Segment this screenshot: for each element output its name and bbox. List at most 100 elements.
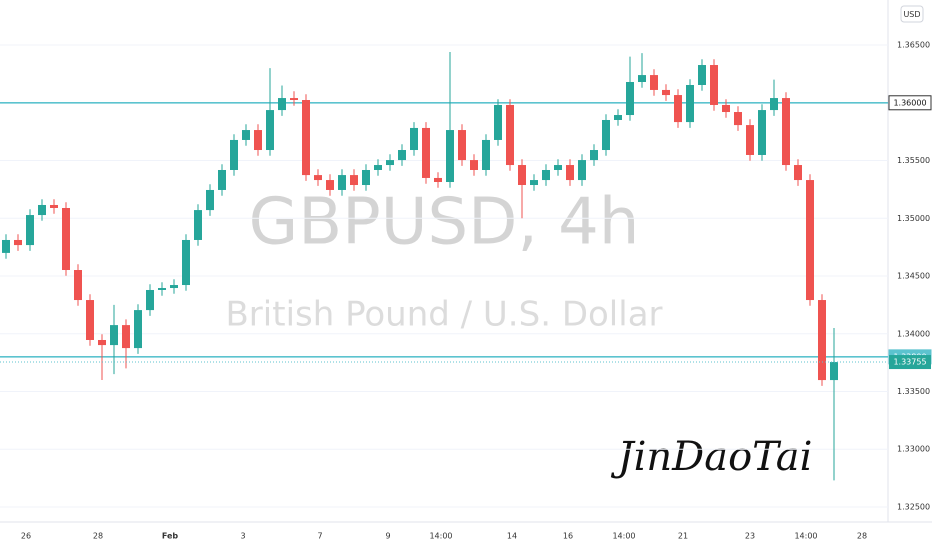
x-tick-label: 14:00 <box>429 532 452 541</box>
candle-body <box>590 150 598 161</box>
candle-body <box>14 239 22 246</box>
x-tick-label: 28 <box>93 532 103 541</box>
candle-body <box>206 189 214 211</box>
y-tick-label: 1.34000 <box>897 329 930 338</box>
candle-body <box>746 125 754 155</box>
candle-body <box>266 110 274 151</box>
candle-body <box>254 130 262 151</box>
candle-body <box>50 204 58 208</box>
candle-body <box>422 127 430 178</box>
candle-body <box>530 180 538 186</box>
candle-body <box>2 239 10 253</box>
candle-body <box>626 81 634 116</box>
candle-body <box>782 98 790 166</box>
candle-body <box>446 130 454 183</box>
candle-body <box>62 207 70 271</box>
candle-body <box>650 75 658 90</box>
candle-body <box>458 130 466 161</box>
candle-body <box>122 325 130 349</box>
candle-body <box>482 139 490 170</box>
x-tick-label: 14 <box>507 532 517 541</box>
candle-body <box>770 98 778 111</box>
candle-body <box>170 285 178 289</box>
candle-body <box>698 65 706 85</box>
candle-body <box>326 180 334 190</box>
candle-body <box>638 75 646 82</box>
candle-body <box>146 289 154 311</box>
x-tick-label: 26 <box>21 532 31 541</box>
y-tick-label: 1.32500 <box>897 502 930 511</box>
candle-body <box>734 112 742 126</box>
candle-body <box>278 98 286 111</box>
candle-body <box>98 339 106 346</box>
x-tick-label: 9 <box>385 532 390 541</box>
candle-body <box>758 110 766 155</box>
level-label: 1.36000 <box>893 98 926 107</box>
axis: 1.32500 1.33000 1.33500 1.34000 1.34500 1.350… <box>21 41 930 541</box>
candle-body <box>470 160 478 170</box>
candle-body <box>218 169 226 190</box>
x-tick-label: 14:00 <box>612 532 635 541</box>
y-tick-label: 1.34500 <box>897 272 930 281</box>
candle-body <box>578 160 586 181</box>
candle-body <box>290 98 298 101</box>
last-price-label: 1.33755 <box>893 358 926 367</box>
candle-body <box>518 165 526 186</box>
currency-box[interactable] <box>900 5 924 23</box>
level-badge <box>888 95 932 111</box>
candle-body <box>494 104 502 140</box>
candle-body <box>26 215 34 246</box>
candle-body <box>134 310 142 349</box>
watermark-subtitle: British Pound / U.S. Dollar <box>225 295 662 335</box>
candle-body <box>554 165 562 170</box>
x-tick-label: 21 <box>678 532 688 541</box>
x-tick-label: 3 <box>240 532 245 541</box>
candle-body <box>542 169 550 181</box>
candle-body <box>86 300 94 340</box>
y-tick-label: 1.33500 <box>897 387 930 396</box>
x-tick-label: 7 <box>317 532 322 541</box>
candle-body <box>74 270 82 301</box>
y-tick-label: 1.36500 <box>897 41 930 50</box>
y-tick-label: 1.33000 <box>897 445 930 454</box>
candle-body <box>374 165 382 170</box>
x-tick-label: 23 <box>745 532 755 541</box>
candle-body <box>710 65 718 105</box>
x-tick-label: 28 <box>857 532 867 541</box>
candle-body <box>194 210 202 240</box>
candle-body <box>506 104 514 166</box>
candle-body <box>674 95 682 123</box>
candle-body <box>386 160 394 166</box>
x-tick-label: 14:00 <box>794 532 817 541</box>
candle-body <box>818 300 826 381</box>
candle-body <box>110 325 118 346</box>
candle-body <box>338 175 346 190</box>
candle-body <box>722 104 730 113</box>
candle-body <box>38 204 46 216</box>
candle-body <box>566 165 574 181</box>
candle-body <box>410 127 418 151</box>
candle-body <box>806 180 814 301</box>
y-tick-label: 1.35500 <box>897 156 930 165</box>
y-tick-label: 1.35000 <box>897 214 930 223</box>
candle-body <box>302 100 310 176</box>
x-tick-label: Feb <box>162 532 179 541</box>
candle-body <box>830 362 838 381</box>
signature: JinDaoTai <box>611 434 813 480</box>
candle-body <box>794 165 802 181</box>
currency-label[interactable]: USD <box>903 10 920 19</box>
candle-body <box>686 84 694 123</box>
candle-body <box>362 169 370 186</box>
candle-body <box>662 89 670 96</box>
last-price-badge <box>889 355 931 370</box>
candle-body <box>242 130 250 140</box>
x-tick-label: 16 <box>563 532 573 541</box>
watermark-title: GBPUSD, 4h <box>249 186 640 260</box>
candle-body <box>614 115 622 120</box>
candle-body <box>182 239 190 286</box>
candle-body <box>434 177 442 183</box>
candle-body <box>602 119 610 151</box>
candle-body <box>230 139 238 170</box>
